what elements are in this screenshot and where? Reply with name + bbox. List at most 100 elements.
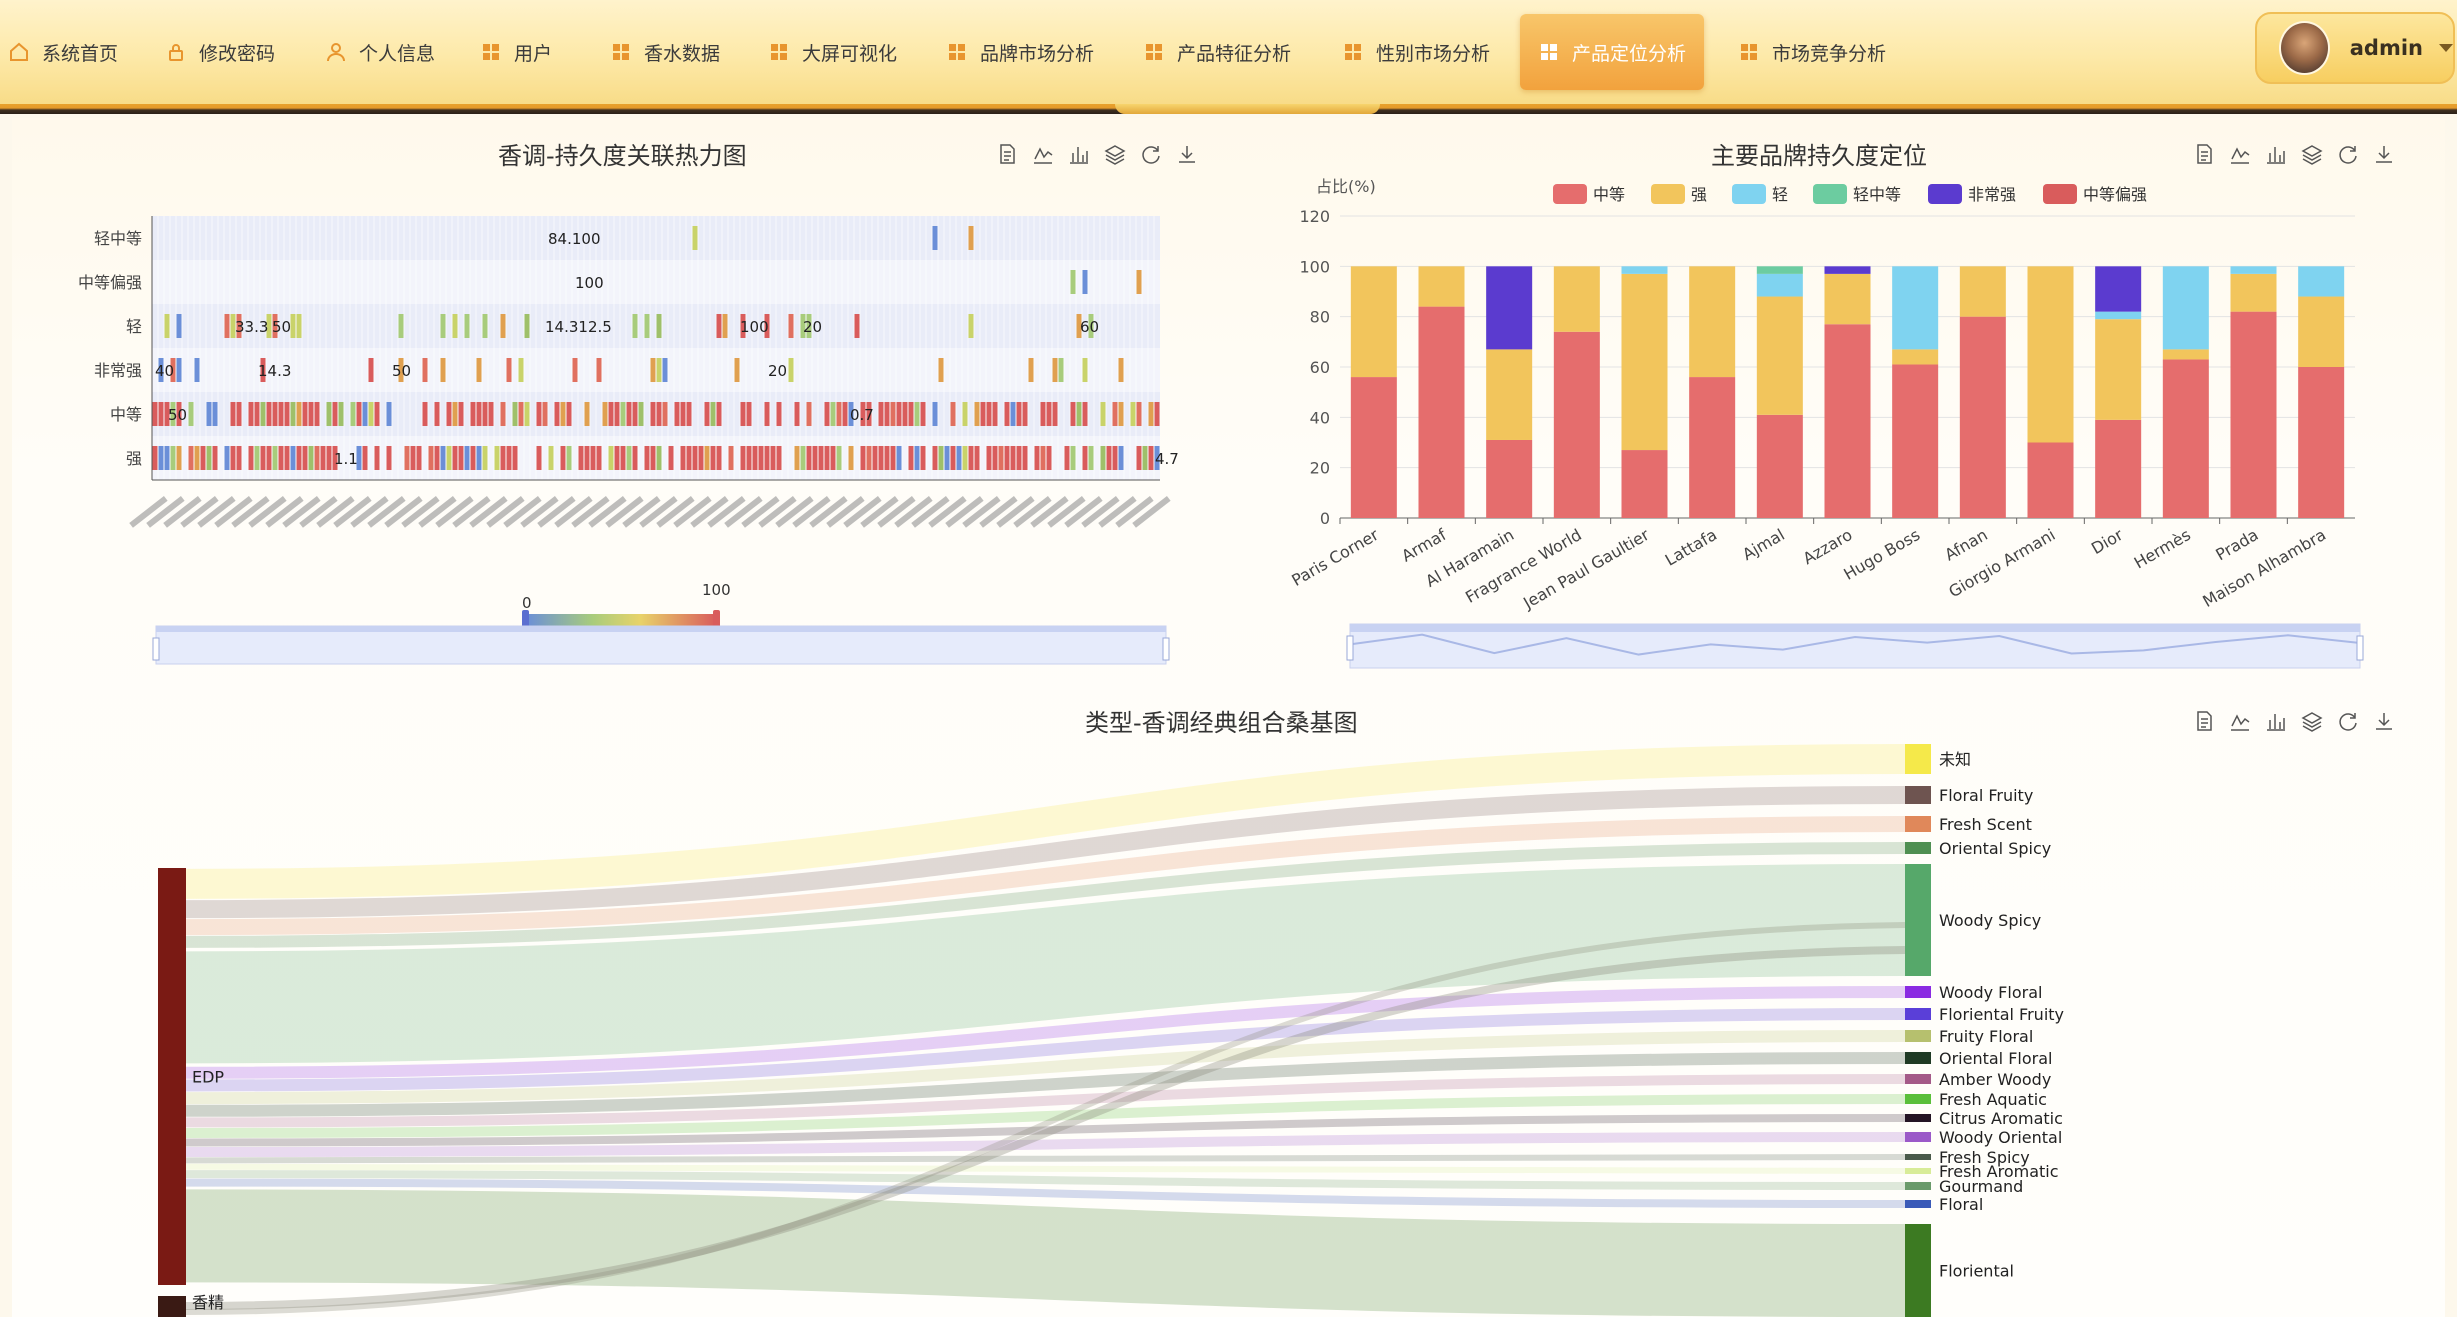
line-chart-icon[interactable] bbox=[2229, 143, 2251, 165]
sankey-target-node[interactable] bbox=[1905, 1052, 1931, 1064]
data-view-icon[interactable] bbox=[2193, 710, 2215, 732]
nav-item-8[interactable]: 性别市场分析 bbox=[1342, 14, 1490, 90]
heatmap-cell bbox=[494, 446, 500, 470]
nav-item-6[interactable]: 品牌市场分析 bbox=[946, 14, 1094, 90]
heatmap-cell bbox=[596, 358, 602, 382]
sankey-target-node[interactable] bbox=[1905, 1094, 1931, 1104]
heatmap-cell bbox=[188, 402, 194, 426]
sankey-target-node[interactable] bbox=[1905, 1114, 1931, 1122]
sankey-target-node[interactable] bbox=[1905, 864, 1931, 976]
heatmap-cell bbox=[332, 402, 338, 426]
bar-segment bbox=[1959, 316, 2006, 518]
sankey-flow bbox=[185, 864, 1906, 1064]
legend-item[interactable]: 轻 bbox=[1732, 184, 1788, 204]
sankey-target-node[interactable] bbox=[1905, 1200, 1931, 1208]
heatmap-cell bbox=[326, 446, 332, 470]
sankey-target-label: Woody Spicy bbox=[1939, 911, 2041, 930]
download-icon[interactable] bbox=[2373, 143, 2395, 165]
sankey-flow bbox=[185, 1008, 1906, 1092]
sankey-target-label: Woody Oriental bbox=[1939, 1128, 2062, 1147]
download-icon[interactable] bbox=[2373, 710, 2395, 732]
heatmap-cell bbox=[356, 402, 362, 426]
heatmap-cell bbox=[656, 358, 662, 382]
y-tick-label: 100 bbox=[1299, 257, 1330, 276]
sankey-target-node[interactable] bbox=[1905, 786, 1931, 804]
sankey-target-node[interactable] bbox=[1905, 986, 1931, 998]
nav-item-2[interactable]: 个人信息 bbox=[325, 14, 435, 90]
heatmap-cell bbox=[470, 402, 476, 426]
nav-item-10[interactable]: 市场竞争分析 bbox=[1738, 14, 1886, 90]
legend-item[interactable]: 轻中等 bbox=[1813, 184, 1901, 204]
data-view-icon[interactable] bbox=[2193, 143, 2215, 165]
sankey-target-node[interactable] bbox=[1905, 1182, 1931, 1190]
legend-item[interactable]: 中等 bbox=[1553, 184, 1625, 204]
bar-segment bbox=[2027, 442, 2074, 518]
refresh-icon[interactable] bbox=[1140, 143, 1162, 165]
user-menu[interactable]: admin bbox=[2255, 12, 2455, 84]
nav-item-9[interactable]: 产品定位分析 bbox=[1520, 14, 1705, 90]
heatmap-x-tick-label bbox=[792, 495, 831, 528]
legend-swatch bbox=[1813, 184, 1847, 204]
sankey-target-node[interactable] bbox=[1905, 1030, 1931, 1042]
legend-item[interactable]: 中等偏强 bbox=[2043, 184, 2147, 204]
heatmap-x-tick-label bbox=[367, 495, 406, 528]
sankey-target-node[interactable] bbox=[1905, 816, 1931, 832]
durability-datazoom-slider[interactable] bbox=[1346, 623, 2364, 669]
sankey-target-node[interactable] bbox=[1905, 1074, 1931, 1084]
stack-icon[interactable] bbox=[2301, 143, 2323, 165]
line-chart-icon[interactable] bbox=[1032, 143, 1054, 165]
heatmap-cell bbox=[1112, 402, 1118, 426]
stack-icon[interactable] bbox=[2301, 710, 2323, 732]
heatmap-cell bbox=[506, 358, 512, 382]
x-tick-label: Azzaro bbox=[1800, 525, 1856, 568]
legend-item[interactable]: 强 bbox=[1651, 184, 1707, 204]
nav-scroll-indicator bbox=[1115, 104, 1380, 114]
sankey-target-node[interactable] bbox=[1905, 1154, 1931, 1160]
legend-item[interactable]: 非常强 bbox=[1928, 184, 2016, 204]
nav-item-5[interactable]: 大屏可视化 bbox=[768, 14, 897, 90]
sankey-flow bbox=[185, 842, 1906, 948]
x-tick-label: Hugo Boss bbox=[1840, 525, 1923, 584]
nav-item-1[interactable]: 修改密码 bbox=[165, 14, 275, 90]
heatmap-cell bbox=[260, 446, 266, 470]
heatmap-cell bbox=[968, 314, 974, 338]
heatmap-cell bbox=[608, 446, 614, 470]
bar-chart-icon[interactable] bbox=[2265, 710, 2287, 732]
bar-chart-icon[interactable] bbox=[1068, 143, 1090, 165]
nav-item-0[interactable]: 系统首页 bbox=[8, 14, 118, 90]
heatmap-cell bbox=[1046, 446, 1052, 470]
nav-item-label: 产品特征分析 bbox=[1177, 42, 1292, 65]
heatmap-cell bbox=[716, 402, 722, 426]
refresh-icon[interactable] bbox=[2337, 710, 2359, 732]
sankey-target-node[interactable] bbox=[1905, 1224, 1931, 1317]
data-view-icon[interactable] bbox=[996, 143, 1018, 165]
heatmap-cell bbox=[986, 402, 992, 426]
sankey-target-node[interactable] bbox=[1905, 1132, 1931, 1142]
heatmap-cell bbox=[860, 402, 866, 426]
sankey-source-node[interactable] bbox=[158, 868, 186, 1285]
heatmap-cell bbox=[908, 446, 914, 470]
heatmap-x-tick-label bbox=[741, 495, 780, 528]
nav-item-3[interactable]: 用户 bbox=[480, 14, 552, 90]
nav-item-4[interactable]: 香水数据 bbox=[610, 14, 720, 90]
refresh-icon[interactable] bbox=[2337, 143, 2359, 165]
y-tick-label: 40 bbox=[1310, 408, 1330, 427]
legend-label: 非常强 bbox=[1968, 185, 2016, 204]
heatmap-cell bbox=[350, 402, 356, 426]
line-chart-icon[interactable] bbox=[2229, 710, 2251, 732]
bar-chart-icon[interactable] bbox=[2265, 143, 2287, 165]
sankey-flow bbox=[185, 1178, 1906, 1208]
heatmap-datazoom-slider[interactable] bbox=[152, 625, 1170, 665]
nav-item-7[interactable]: 产品特征分析 bbox=[1143, 14, 1291, 90]
heatmap-cell bbox=[806, 402, 812, 426]
download-icon[interactable] bbox=[1176, 143, 1198, 165]
sankey-target-node[interactable] bbox=[1905, 1008, 1931, 1020]
heatmap-x-axis-labels bbox=[129, 495, 1171, 528]
sankey-source-node[interactable] bbox=[158, 1296, 186, 1317]
heatmap-cell bbox=[176, 446, 182, 470]
heatmap-visualmap[interactable]: 0 100 bbox=[522, 581, 731, 632]
sankey-target-node[interactable] bbox=[1905, 1168, 1931, 1174]
sankey-target-node[interactable] bbox=[1905, 842, 1931, 854]
stack-icon[interactable] bbox=[1104, 143, 1126, 165]
sankey-target-node[interactable] bbox=[1905, 744, 1931, 774]
